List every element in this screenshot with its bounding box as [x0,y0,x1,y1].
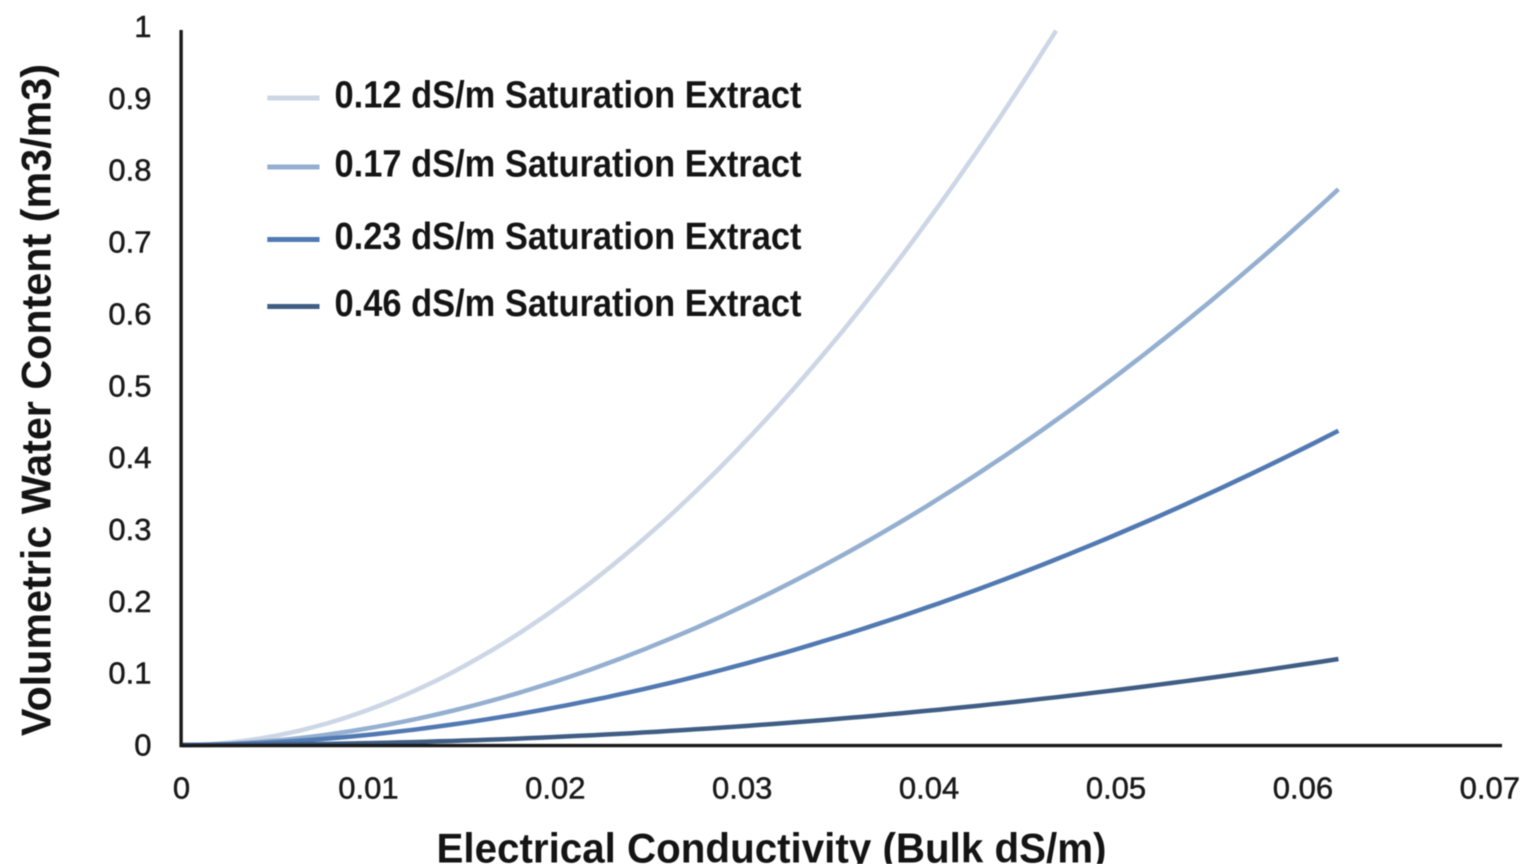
svg-text:Electrical Conductivity (Bulk: Electrical Conductivity (Bulk dS/m) [437,825,1107,864]
svg-text:0.6: 0.6 [108,296,151,331]
svg-text:0: 0 [173,771,190,806]
svg-text:0.07: 0.07 [1460,771,1520,806]
svg-text:0.23 dS/m Saturation Extract: 0.23 dS/m Saturation Extract [335,216,802,258]
svg-text:0.05: 0.05 [1086,771,1146,806]
svg-text:0.12 dS/m Saturation Extract: 0.12 dS/m Saturation Extract [335,75,802,117]
svg-text:0.02: 0.02 [525,771,585,806]
svg-text:0.3: 0.3 [108,512,151,547]
svg-text:0.03: 0.03 [712,771,772,806]
svg-text:0.2: 0.2 [108,584,151,619]
svg-text:0.17 dS/m Saturation Extract: 0.17 dS/m Saturation Extract [335,144,802,186]
svg-text:0.7: 0.7 [108,225,151,260]
svg-text:0.8: 0.8 [108,153,151,188]
svg-text:Volumetric Water Content (m3/m: Volumetric Water Content (m3/m3) [13,64,60,736]
svg-text:0.9: 0.9 [108,81,151,116]
svg-text:0: 0 [134,728,151,763]
svg-text:0.04: 0.04 [899,771,959,806]
svg-text:0.4: 0.4 [108,440,151,475]
svg-text:0.5: 0.5 [108,368,151,403]
svg-text:0.01: 0.01 [338,771,398,806]
svg-text:0.1: 0.1 [108,656,151,691]
svg-text:1: 1 [134,9,151,44]
svg-text:0.06: 0.06 [1273,771,1333,806]
svg-text:0.46 dS/m Saturation Extract: 0.46 dS/m Saturation Extract [335,283,802,325]
